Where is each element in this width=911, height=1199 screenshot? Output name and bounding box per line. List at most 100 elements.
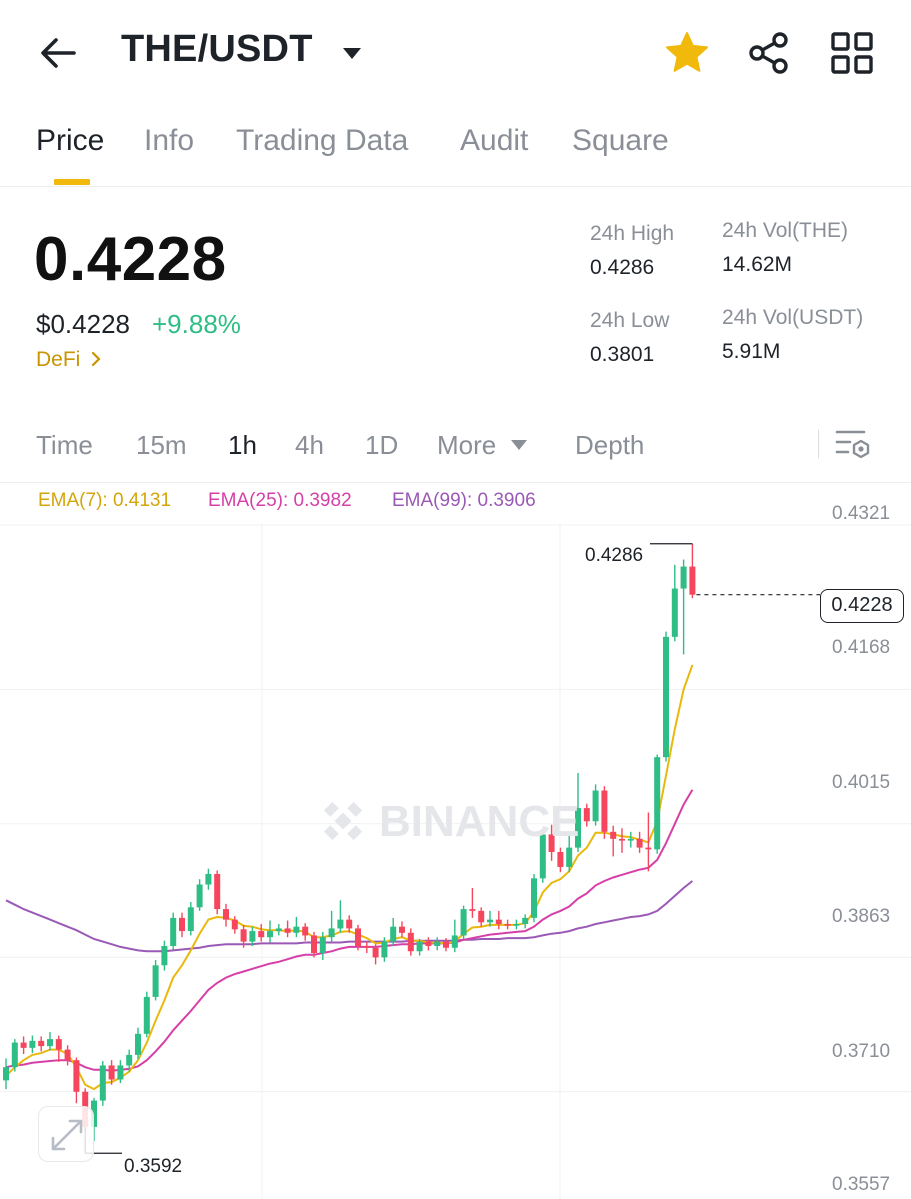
candle-body xyxy=(645,847,652,850)
candle-body xyxy=(443,941,449,948)
candle-body xyxy=(108,1065,115,1080)
candle-body xyxy=(399,926,405,933)
tabs-divider xyxy=(0,186,911,187)
candle-body xyxy=(205,873,212,885)
candle-body xyxy=(548,834,555,853)
tab-info[interactable]: Info xyxy=(144,124,195,157)
candle-body xyxy=(135,1033,141,1055)
candle-body xyxy=(478,910,485,923)
active-tab-indicator xyxy=(54,179,90,185)
category-tag[interactable]: DeFi xyxy=(36,348,102,372)
stat-24h-low-label: 24h Low xyxy=(590,309,670,332)
candle-body xyxy=(619,838,625,841)
stat-24h-high-label: 24h High xyxy=(590,222,675,245)
candle-body xyxy=(249,931,256,942)
candle-body xyxy=(671,588,678,637)
high-marker-label: 0.4286 xyxy=(585,545,644,566)
candle-body xyxy=(434,941,441,946)
tab-price[interactable]: Price xyxy=(36,124,105,157)
candle-body xyxy=(38,1040,45,1047)
interval-4h[interactable]: 4h xyxy=(295,430,324,460)
candle-body xyxy=(284,928,291,933)
y-axis-tick: 0.3710 xyxy=(832,1041,891,1062)
candle-body xyxy=(293,926,300,933)
y-axis-tick: 0.4168 xyxy=(832,637,891,658)
candle-body xyxy=(363,945,370,948)
candle-body xyxy=(231,919,238,930)
candle-body xyxy=(47,1039,53,1047)
more-dropdown-caret-icon[interactable] xyxy=(510,439,528,451)
candle-body xyxy=(566,847,573,867)
low-marker-label: 0.3592 xyxy=(124,1156,183,1177)
candle-body xyxy=(636,838,643,848)
candle-body xyxy=(152,965,159,997)
candle-body xyxy=(170,917,177,946)
candle-body xyxy=(126,1054,133,1066)
chart-settings-icon[interactable] xyxy=(834,428,874,462)
candle-body xyxy=(407,932,414,952)
candle-body xyxy=(390,926,397,942)
interval-divider xyxy=(0,482,911,483)
candle-body xyxy=(610,831,617,839)
ema7-line xyxy=(5,664,694,1091)
favorite-star-icon[interactable] xyxy=(664,30,710,76)
candle-body xyxy=(557,852,564,867)
stat-24h-high-value: 0.4286 xyxy=(590,256,655,279)
tab-trading-data[interactable]: Trading Data xyxy=(236,124,409,157)
candle-body xyxy=(355,928,361,946)
tab-square[interactable]: Square xyxy=(572,124,669,157)
current-price-tag: 0.4228 xyxy=(820,589,904,623)
candle-body xyxy=(214,873,221,910)
last-price: 0.4228 xyxy=(34,225,227,294)
tab-audit[interactable]: Audit xyxy=(460,124,529,157)
candle-body xyxy=(240,929,247,942)
pair-title[interactable]: THE/USDT xyxy=(121,28,313,70)
candle-body xyxy=(504,924,511,926)
candle-body xyxy=(161,945,168,966)
candle-body xyxy=(319,937,326,954)
candle-body xyxy=(346,919,353,929)
y-axis-tick: 0.3863 xyxy=(832,906,891,927)
back-arrow-icon[interactable] xyxy=(36,30,82,76)
candle-body xyxy=(143,996,150,1034)
depth-tab[interactable]: Depth xyxy=(575,430,645,460)
candle-body xyxy=(663,636,669,758)
candle-body xyxy=(680,566,687,589)
fullscreen-button[interactable] xyxy=(38,1106,94,1162)
candle-body xyxy=(187,907,194,932)
grid-menu-icon[interactable] xyxy=(829,30,875,76)
candle-body xyxy=(64,1049,71,1061)
candle-body xyxy=(601,790,608,832)
candle-body xyxy=(275,928,282,932)
candle-body xyxy=(267,931,273,938)
candle-body xyxy=(425,941,432,946)
stat-24h-vol-quote-value: 5.91M xyxy=(722,340,781,363)
candle-body xyxy=(575,808,581,848)
stat-24h-vol-base-value: 14.62M xyxy=(722,253,793,276)
interval-separator xyxy=(818,430,819,458)
interval-1h[interactable]: 1h xyxy=(228,430,257,460)
candle-body xyxy=(196,884,203,908)
candle-body xyxy=(91,1100,97,1127)
candle-body xyxy=(372,947,379,958)
candle-body xyxy=(592,790,599,822)
candle-body xyxy=(311,935,317,954)
candle-body xyxy=(487,919,493,923)
candle-body xyxy=(469,909,476,911)
candle-body xyxy=(522,917,529,925)
candle-body xyxy=(539,834,546,879)
candlestick-chart[interactable] xyxy=(0,483,911,1199)
candle-body xyxy=(99,1065,106,1101)
interval-more[interactable]: More xyxy=(437,430,497,460)
candle-body xyxy=(223,909,229,920)
share-icon[interactable] xyxy=(746,30,792,76)
pair-dropdown-caret-icon[interactable] xyxy=(342,46,362,60)
interval-1d[interactable]: 1D xyxy=(365,430,399,460)
interval-15m[interactable]: 15m xyxy=(136,430,187,460)
ema99-label: EMA(99): 0.3906 xyxy=(392,490,536,511)
ema25-label: EMA(25): 0.3982 xyxy=(208,490,352,511)
price-change-percent: +9.88% xyxy=(152,309,241,339)
interval-time[interactable]: Time xyxy=(36,430,93,460)
expand-arrows-icon xyxy=(51,1119,83,1151)
candle-body xyxy=(689,566,696,595)
